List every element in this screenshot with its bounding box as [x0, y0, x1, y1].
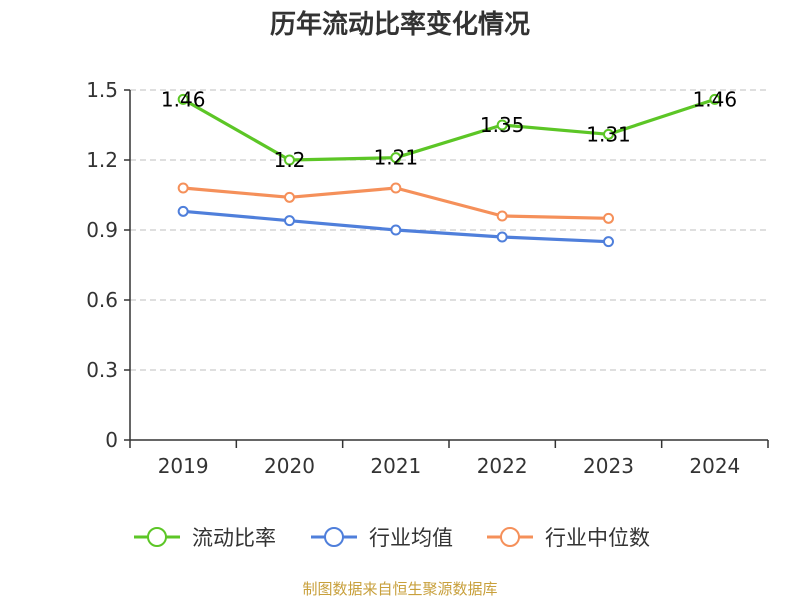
data-point[interactable]	[496, 119, 508, 131]
data-point[interactable]	[709, 93, 721, 105]
axes: 0 0.3 0.6 0.9 1.2 1.5 2019 2020 2021 2022 2023 2024	[86, 78, 769, 478]
legend-marker	[147, 527, 167, 547]
y-tick-label: 0	[105, 428, 118, 452]
series-lines	[177, 93, 721, 248]
data-point[interactable]	[177, 182, 189, 194]
legend-label: 行业均值	[369, 526, 453, 550]
data-point[interactable]	[603, 236, 614, 248]
data-label: 1.46	[161, 87, 206, 111]
x-tick-label: 2024	[689, 454, 740, 478]
x-tick-label: 2019	[158, 454, 209, 478]
legend-item[interactable]: 流动比率	[134, 526, 276, 550]
data-point[interactable]	[390, 182, 402, 194]
data-point[interactable]	[390, 224, 402, 236]
data-label: 1.31	[586, 122, 631, 146]
y-tick-label: 1.5	[86, 78, 118, 102]
data-point[interactable]	[284, 154, 295, 166]
data-point[interactable]	[603, 128, 614, 140]
y-tick-label: 0.9	[86, 218, 118, 242]
data-point[interactable]	[603, 212, 614, 224]
data-label: 1.2	[274, 148, 306, 172]
gridlines	[130, 89, 768, 371]
legend-label: 流动比率	[192, 526, 276, 550]
legend-marker	[324, 527, 344, 547]
source-note: 制图数据来自恒生聚源数据库	[302, 580, 498, 598]
y-tick-label: 1.2	[86, 148, 118, 172]
y-tick-label: 0.3	[86, 358, 118, 382]
x-tick-label: 2020	[264, 454, 315, 478]
data-point[interactable]	[177, 93, 189, 105]
legend-item[interactable]: 行业中位数	[487, 526, 650, 550]
data-label: 1.46	[693, 87, 738, 111]
legend[interactable]: 流动比率 行业均值 行业中位数	[134, 526, 650, 550]
data-labels: 1.46 1.2 1.21 1.35 1.31 1.46	[161, 87, 737, 172]
series-line	[182, 97, 716, 162]
data-point[interactable]	[496, 210, 508, 222]
data-label: 1.21	[374, 146, 419, 170]
data-point[interactable]	[284, 191, 295, 203]
chart-title: 历年流动比率变化情况	[269, 10, 530, 40]
legend-item[interactable]: 行业均值	[311, 526, 453, 550]
data-point[interactable]	[390, 152, 402, 164]
x-tick-label: 2022	[477, 454, 528, 478]
data-point[interactable]	[496, 231, 508, 243]
legend-marker	[500, 527, 520, 547]
data-point[interactable]	[284, 215, 295, 227]
data-label: 1.35	[480, 113, 525, 137]
legend-label: 行业中位数	[545, 526, 650, 550]
y-tick-label: 0.6	[86, 288, 118, 312]
x-tick-label: 2023	[583, 454, 634, 478]
data-point[interactable]	[177, 205, 189, 217]
x-tick-label: 2021	[370, 454, 421, 478]
